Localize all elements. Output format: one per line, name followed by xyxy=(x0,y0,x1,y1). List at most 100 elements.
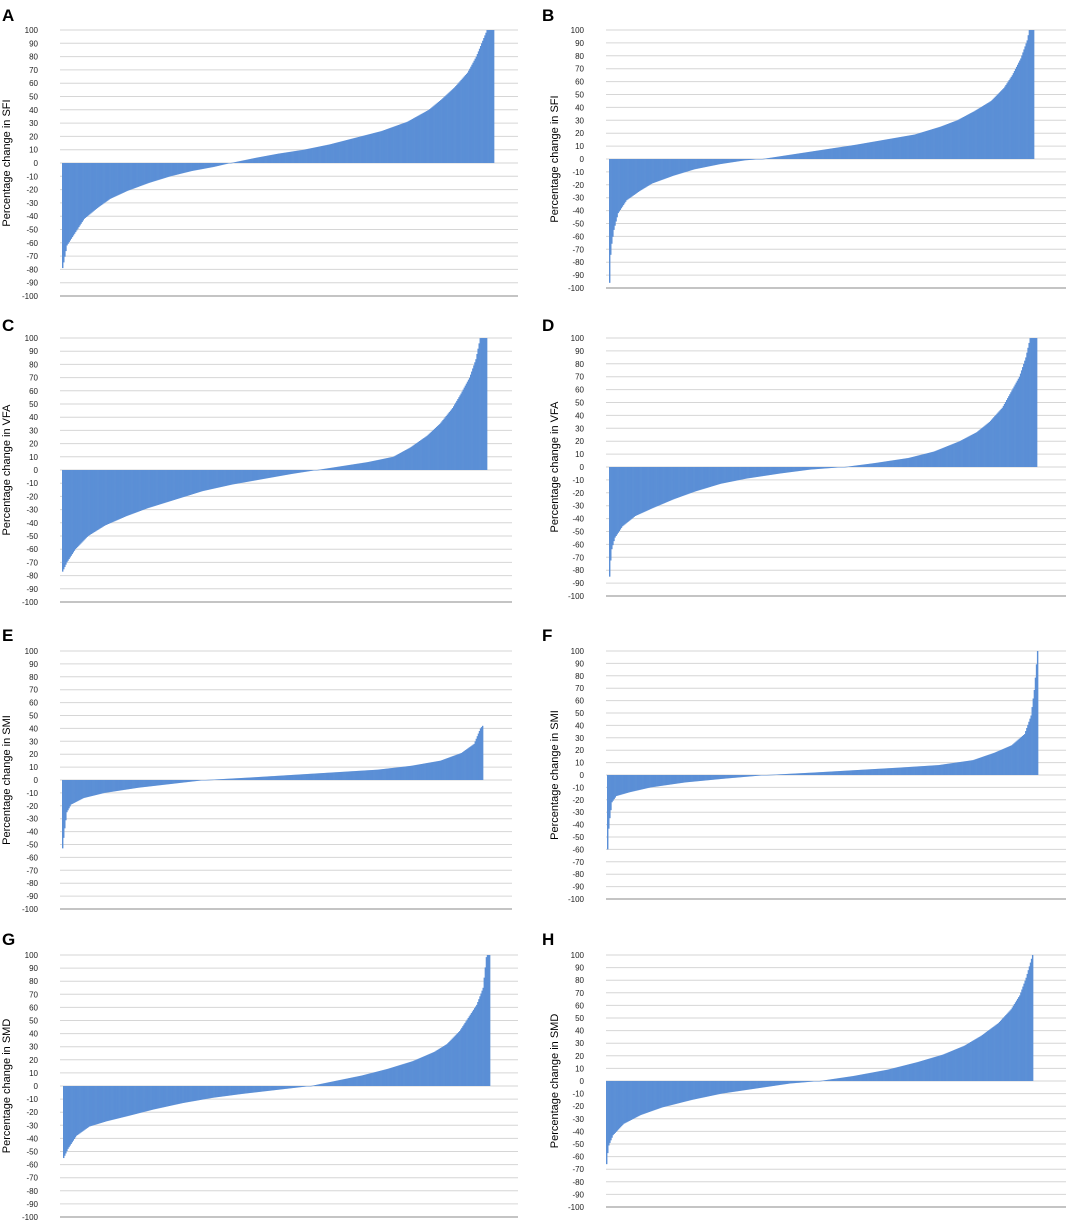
bar xyxy=(66,163,68,246)
bar xyxy=(678,159,680,175)
bar xyxy=(239,778,242,780)
bar xyxy=(626,1081,628,1123)
bar xyxy=(846,466,848,468)
bar xyxy=(310,148,312,163)
bar xyxy=(987,422,990,467)
bar xyxy=(459,753,462,780)
y-tick-label: -30 xyxy=(572,808,584,817)
bar xyxy=(329,772,331,780)
bar xyxy=(974,759,976,775)
bar xyxy=(991,99,993,159)
bar xyxy=(116,163,118,196)
bar xyxy=(232,162,235,163)
bar xyxy=(766,1081,768,1087)
bar xyxy=(215,779,218,780)
bar xyxy=(105,1086,108,1122)
bar xyxy=(624,775,626,794)
bar xyxy=(327,468,330,470)
bar xyxy=(706,775,708,781)
bar xyxy=(248,777,250,780)
bar xyxy=(926,1059,928,1081)
y-tick-label: -10 xyxy=(572,783,584,792)
bar xyxy=(952,762,955,775)
bar xyxy=(621,159,624,207)
bar xyxy=(68,470,70,560)
bar xyxy=(995,95,998,159)
bar xyxy=(77,163,79,229)
bar xyxy=(1019,373,1022,467)
bar xyxy=(658,775,661,787)
bar xyxy=(791,773,793,775)
bar xyxy=(295,150,297,163)
bar xyxy=(656,467,658,507)
bar xyxy=(993,97,996,159)
bar xyxy=(278,775,281,780)
bar xyxy=(258,776,261,780)
bar xyxy=(115,780,118,792)
bar xyxy=(855,144,857,159)
bar xyxy=(275,153,278,163)
bar xyxy=(128,470,131,515)
y-tick-label: 80 xyxy=(29,360,38,369)
bar xyxy=(455,86,457,163)
bar xyxy=(776,774,778,775)
bar xyxy=(314,1084,317,1086)
bar xyxy=(838,771,841,775)
bar xyxy=(315,773,318,780)
bar xyxy=(311,470,314,471)
bar xyxy=(771,1081,773,1087)
y-tick-label: -40 xyxy=(26,212,38,221)
y-tick-label: 30 xyxy=(575,1039,584,1048)
bar xyxy=(928,1058,930,1081)
bar xyxy=(756,775,759,776)
bar xyxy=(431,1052,433,1086)
bar xyxy=(875,768,877,775)
bar xyxy=(112,163,115,198)
bar xyxy=(357,463,359,470)
y-tick-label: 70 xyxy=(575,684,584,693)
bar xyxy=(312,773,314,780)
bar xyxy=(942,1054,944,1081)
bar xyxy=(191,780,193,782)
bar xyxy=(810,772,813,775)
bar xyxy=(1006,747,1009,775)
bar xyxy=(364,462,367,470)
bar xyxy=(216,779,219,780)
bar xyxy=(360,136,362,163)
bar xyxy=(370,770,372,780)
bar xyxy=(858,1074,861,1081)
bar xyxy=(397,454,400,470)
bar xyxy=(613,775,615,800)
bar xyxy=(110,163,113,199)
bar xyxy=(993,417,995,467)
bar xyxy=(663,467,665,504)
bar xyxy=(341,1079,344,1086)
bar xyxy=(378,769,381,780)
bar xyxy=(359,463,361,470)
bar xyxy=(965,761,968,775)
bar xyxy=(682,775,684,783)
bar xyxy=(188,1086,191,1102)
bar xyxy=(852,1076,855,1081)
bar xyxy=(679,159,681,174)
bar xyxy=(184,780,186,783)
y-tick-label: 30 xyxy=(29,1043,38,1052)
bar xyxy=(900,136,902,159)
bar xyxy=(631,775,634,792)
bar xyxy=(158,1086,160,1109)
bar xyxy=(851,145,853,159)
bar xyxy=(616,1081,619,1131)
bar xyxy=(923,1060,925,1081)
bar xyxy=(145,1086,147,1112)
bar xyxy=(336,1080,338,1086)
bar xyxy=(429,762,431,780)
bar xyxy=(252,470,254,481)
bar xyxy=(742,467,745,480)
bar xyxy=(176,163,178,175)
bar xyxy=(667,467,670,502)
bar xyxy=(862,464,865,467)
bar xyxy=(718,1081,720,1095)
bar xyxy=(692,1081,694,1100)
bar xyxy=(64,163,66,257)
bar xyxy=(694,467,697,492)
